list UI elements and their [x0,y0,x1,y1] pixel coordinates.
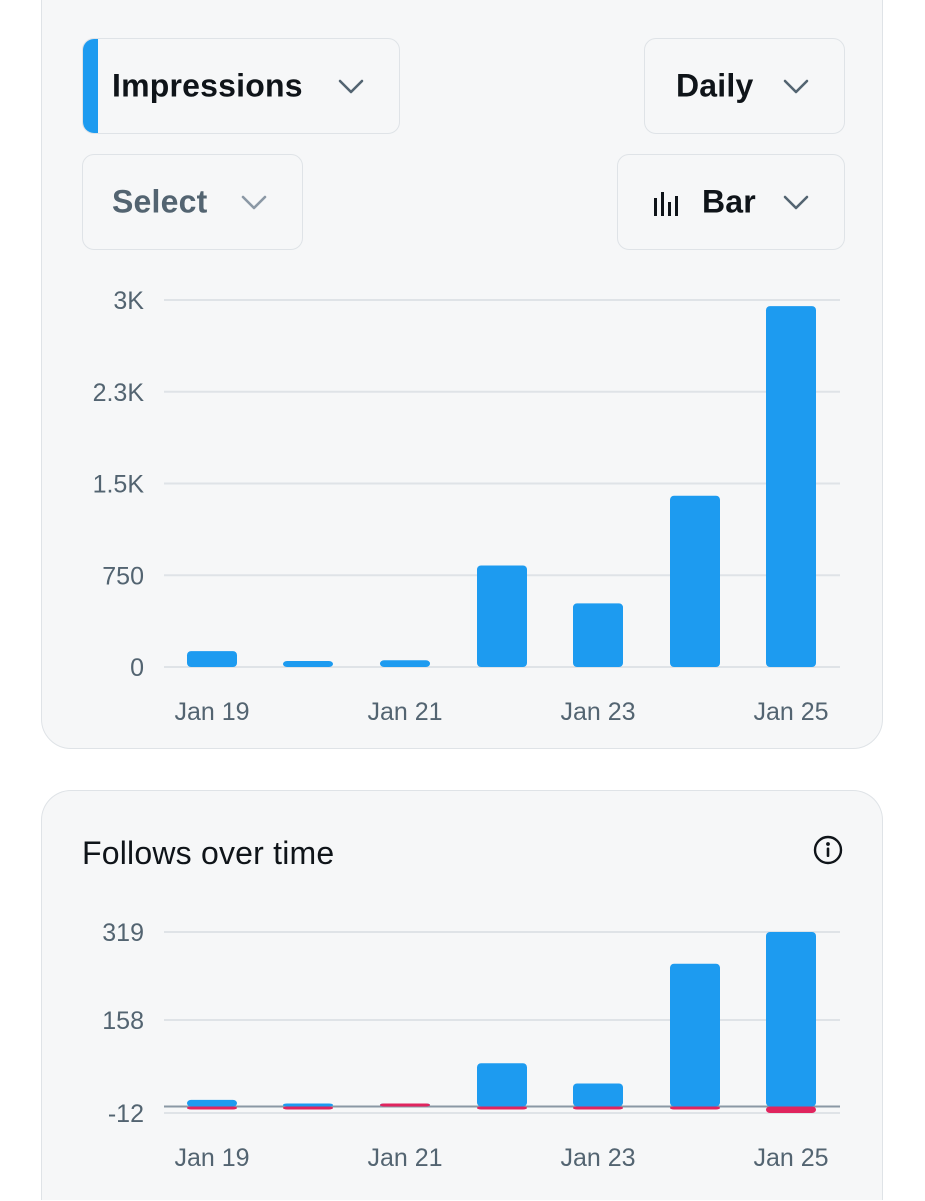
follows-card: Follows over time -12 158 319 Jan 19 Jan 21 J… [41,790,883,1200]
impressions-card: Impressions Daily Select Bar 0 750 1.5K 2.3… [41,0,883,749]
metric-dropdown[interactable]: Impressions [82,38,400,134]
metric-color-indicator [83,39,98,133]
negative-bar [670,1106,720,1110]
follows-card-title: Follows over time [82,835,335,871]
y-tick-label: 158 [102,1007,144,1035]
chevron-down-icon [783,79,809,94]
bar [766,932,816,1107]
bar [477,565,527,667]
x-tick-label: Jan 19 [174,698,249,726]
y-tick-label: -12 [108,1100,144,1128]
bar [670,495,720,667]
negative-bar [380,1103,430,1107]
bar [380,660,430,667]
y-tick-label: 3K [113,287,144,315]
follows-bar-chart: -12 158 319 Jan 19 Jan 21 Jan 23 Jan 25 [102,919,840,1172]
bar [670,963,720,1107]
x-tick-label: Jan 25 [753,698,828,726]
negative-bar [187,1106,237,1110]
impressions-bar-chart: 0 750 1.5K 2.3K 3K Jan 19 Jan 21 Jan 23 Jan 25 [93,287,840,726]
bar [187,1099,237,1107]
negative-bar [283,1106,333,1110]
compare-dropdown[interactable]: Select [82,154,303,250]
bar [187,651,237,667]
bar [573,1083,623,1107]
y-tick-label: 319 [102,919,144,947]
y-tick-label: 1.5K [93,471,145,499]
bar [573,603,623,667]
period-dropdown[interactable]: Daily [644,38,845,134]
chevron-down-icon [338,79,364,94]
compare-dropdown-label: Select [112,183,208,220]
bar [766,306,816,667]
bar [477,1063,527,1107]
info-icon[interactable] [813,835,843,865]
x-tick-label: Jan 21 [367,1144,442,1172]
x-tick-label: Jan 21 [367,698,442,726]
negative-bar [573,1106,623,1110]
bar-chart-icon [654,192,678,216]
chevron-down-icon [783,195,809,210]
chart-type-dropdown-label: Bar [702,183,756,220]
x-tick-label: Jan 25 [753,1144,828,1172]
y-tick-label: 0 [130,654,144,682]
chevron-down-icon [241,195,267,210]
x-tick-label: Jan 23 [560,1144,635,1172]
x-tick-label: Jan 23 [560,698,635,726]
bar [283,661,333,667]
x-tick-label: Jan 19 [174,1144,249,1172]
chart-type-dropdown[interactable]: Bar [617,154,845,250]
period-dropdown-label: Daily [676,67,754,104]
y-tick-label: 2.3K [93,379,145,407]
negative-bar [477,1106,527,1110]
negative-bar [766,1106,816,1113]
metric-dropdown-label: Impressions [112,67,303,104]
y-tick-label: 750 [102,562,144,590]
bar [283,1103,333,1107]
